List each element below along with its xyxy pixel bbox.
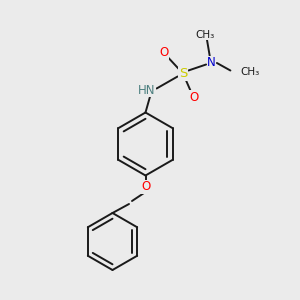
- Text: O: O: [189, 91, 198, 104]
- Text: S: S: [179, 67, 187, 80]
- Text: CH₃: CH₃: [240, 67, 259, 77]
- Text: HN: HN: [138, 83, 155, 97]
- Text: N: N: [207, 56, 216, 70]
- Text: O: O: [159, 46, 168, 59]
- Text: O: O: [141, 180, 150, 193]
- Text: CH₃: CH₃: [196, 29, 215, 40]
